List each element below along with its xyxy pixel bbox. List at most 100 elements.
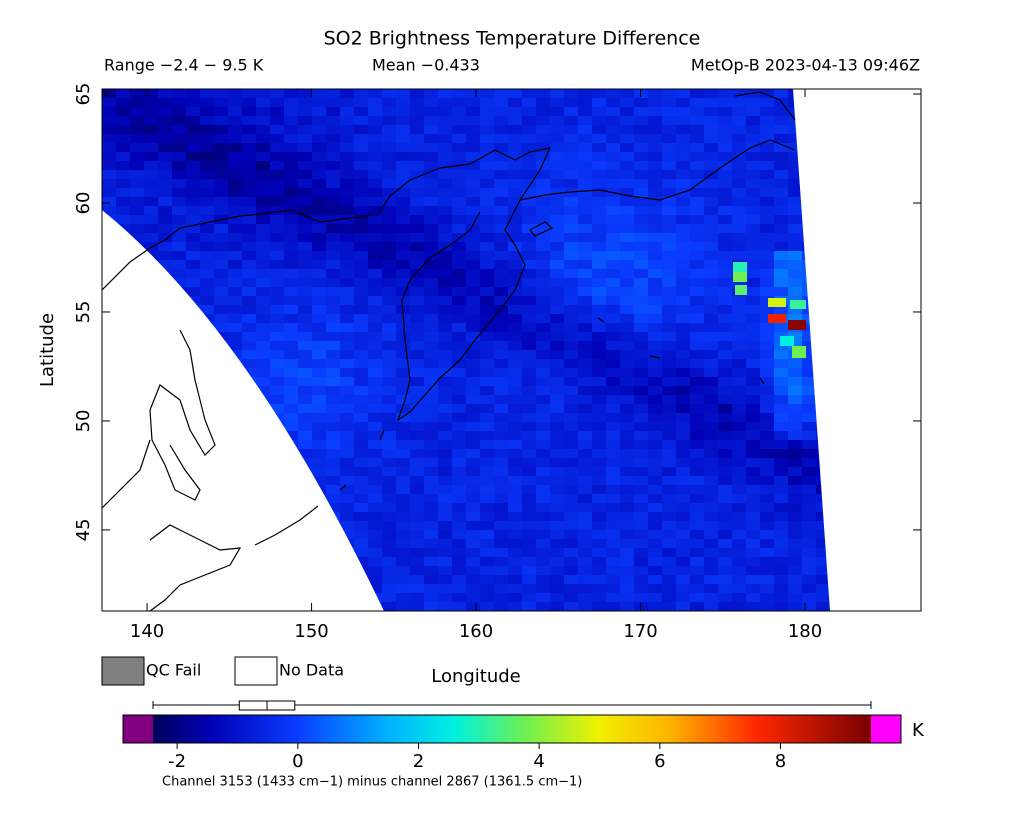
pixel: [578, 179, 592, 188]
pixel: [690, 530, 704, 539]
pixel: [522, 134, 536, 143]
pixel: [116, 467, 130, 476]
pixel: [690, 368, 704, 377]
pixel: [312, 485, 326, 494]
pixel: [326, 98, 340, 107]
pixel: [102, 485, 116, 494]
pixel: [452, 503, 466, 512]
pixel: [354, 368, 368, 377]
pixel: [648, 413, 662, 422]
pixel: [284, 548, 298, 557]
pixel: [396, 521, 410, 530]
coastlines: [102, 91, 796, 611]
pixel: [158, 287, 172, 296]
pixel: [480, 224, 494, 233]
pixel: [466, 395, 480, 404]
pixel: [368, 422, 382, 431]
pixel: [494, 440, 508, 449]
pixel: [578, 188, 592, 197]
pixel: [676, 530, 690, 539]
pixel: [396, 350, 410, 359]
pixel: [242, 557, 256, 566]
pixel: [256, 323, 270, 332]
pixel: [298, 287, 312, 296]
pixel: [634, 449, 648, 458]
pixel: [830, 530, 844, 539]
pixel: [270, 368, 284, 377]
pixel: [284, 440, 298, 449]
pixel: [480, 305, 494, 314]
pixel: [620, 161, 634, 170]
pixel: [522, 467, 536, 476]
pixel: [718, 251, 732, 260]
pixel: [298, 422, 312, 431]
x-tick-label: 140: [130, 621, 164, 642]
pixel: [550, 107, 564, 116]
pixel: [816, 512, 830, 521]
pixel: [620, 170, 634, 179]
pixel: [116, 557, 130, 566]
pixel: [718, 332, 732, 341]
pixel: [802, 431, 816, 440]
pixel: [648, 395, 662, 404]
pixel: [382, 305, 396, 314]
pixel: [158, 530, 172, 539]
pixel: [732, 440, 746, 449]
pixel: [494, 431, 508, 440]
pixel: [662, 161, 676, 170]
pixel: [102, 449, 116, 458]
pixel: [592, 440, 606, 449]
pixel: [368, 593, 382, 602]
pixel: [270, 476, 284, 485]
pixel: [578, 260, 592, 269]
pixel: [312, 89, 326, 98]
pixel: [662, 143, 676, 152]
pixel: [676, 359, 690, 368]
pixel: [648, 404, 662, 413]
pixel: [494, 476, 508, 485]
pixel: [382, 314, 396, 323]
pixel: [214, 125, 228, 134]
pixel: [242, 116, 256, 125]
pixel: [102, 584, 116, 593]
pixel: [438, 125, 452, 134]
pixel: [536, 494, 550, 503]
pixel: [788, 413, 802, 422]
pixel: [830, 395, 844, 404]
pixel: [592, 98, 606, 107]
pixel: [214, 278, 228, 287]
pixel: [186, 602, 200, 611]
pixel: [102, 602, 116, 611]
pixel: [634, 521, 648, 530]
pixel: [256, 269, 270, 278]
pixel: [396, 233, 410, 242]
pixel: [116, 215, 130, 224]
hotspot: [780, 336, 794, 346]
pixel: [564, 575, 578, 584]
pixel: [396, 98, 410, 107]
pixel: [634, 413, 648, 422]
pixel: [522, 332, 536, 341]
pixel: [760, 215, 774, 224]
pixel: [158, 314, 172, 323]
pixel: [634, 305, 648, 314]
pixel: [270, 323, 284, 332]
pixel: [760, 350, 774, 359]
pixel: [396, 359, 410, 368]
pixel: [830, 170, 844, 179]
pixel: [662, 431, 676, 440]
pixel: [396, 467, 410, 476]
pixel: [718, 323, 732, 332]
pixel: [760, 530, 774, 539]
pixel: [326, 548, 340, 557]
pixel: [494, 260, 508, 269]
pixel: [130, 503, 144, 512]
pixel: [144, 521, 158, 530]
pixel: [564, 269, 578, 278]
pixel: [200, 125, 214, 134]
pixel: [760, 539, 774, 548]
pixel: [424, 224, 438, 233]
pixel: [354, 107, 368, 116]
pixel: [830, 341, 844, 350]
pixel: [606, 413, 620, 422]
